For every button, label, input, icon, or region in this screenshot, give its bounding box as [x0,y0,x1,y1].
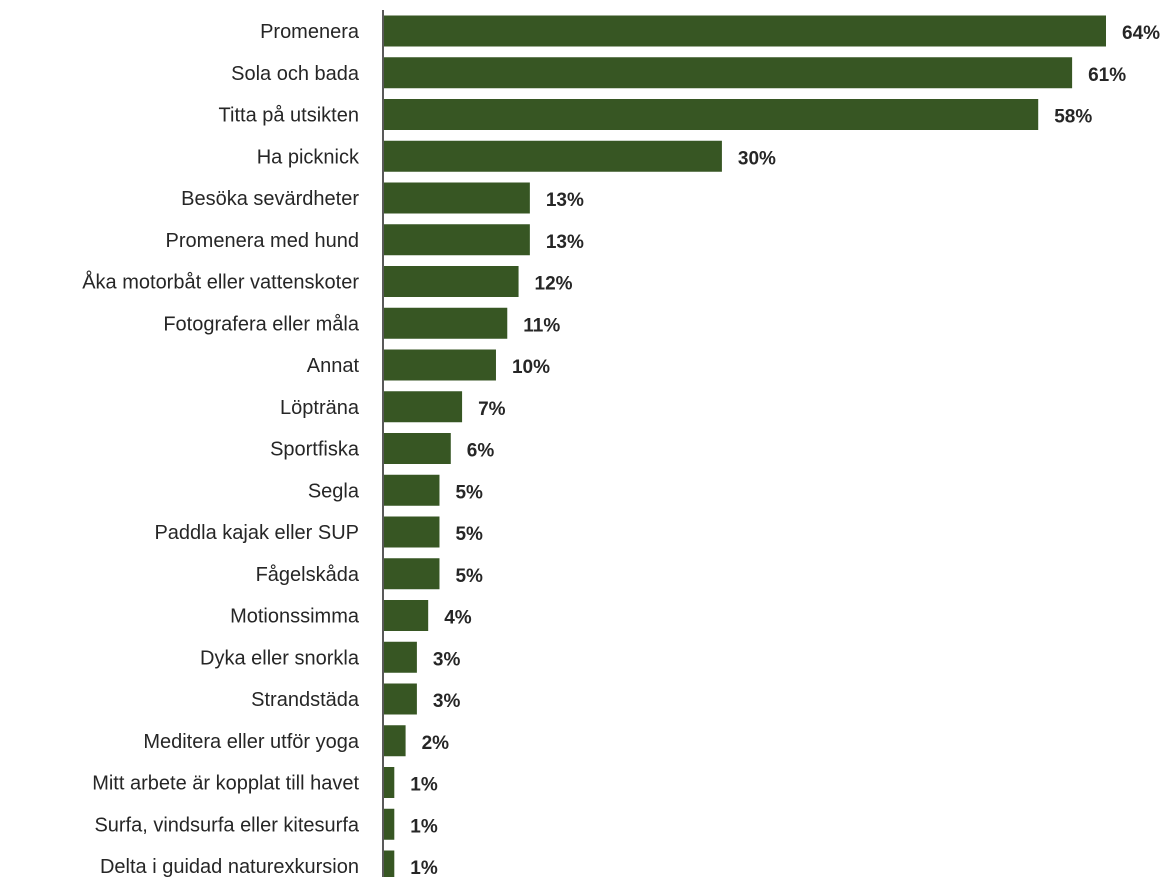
bar-dyka-eller-snorkla [383,641,417,673]
category-label-titta-pa-utsikten: Titta på utsikten [219,105,359,127]
category-label-paddla-kajak-eller-sup: Paddla kajak eller SUP [154,522,359,544]
value-label-mitt-arbete-ar-kopplat-till-havet: 1% [410,775,438,796]
category-label-surfa-vindsurfa-eller-kitesurfa: Surfa, vindsurfa eller kitesurfa [94,814,359,836]
bar-paddla-kajak-eller-sup [383,516,440,548]
category-label-ha-picknick: Ha picknick [257,146,360,168]
value-label-motionssimma: 4% [444,608,472,629]
category-label-promenera: Promenera [260,21,360,43]
value-label-paddla-kajak-eller-sup: 5% [455,524,483,545]
value-label-sportfiska: 6% [467,441,495,462]
value-label-besoka-sevardheter: 13% [546,190,584,211]
bar-strandstada [383,683,417,715]
category-label-aka-motorbat-eller-vattenskoter: Åka motorbåt eller vattenskoter [82,271,359,294]
bar-sportfiska [383,433,451,464]
value-label-promenera-med-hund: 13% [546,232,584,253]
bar-aka-motorbat-eller-vattenskoter [383,266,519,297]
bars-group [383,15,1106,877]
value-label-ha-picknick: 30% [738,148,776,169]
category-label-loptrana: Löpträna [280,397,360,419]
category-labels-group: Promenera Sola och bada Titta på utsikten H… [82,21,360,877]
value-label-loptrana: 7% [478,399,506,420]
value-label-aka-motorbat-eller-vattenskoter: 12% [535,274,573,295]
bar-sola-och-bada [383,57,1073,89]
bar-fagelskada [383,558,440,590]
category-label-strandstada: Strandstäda [251,689,360,711]
category-label-sportfiska: Sportfiska [270,439,360,461]
bar-ha-picknick [383,140,722,172]
category-label-fotografera-eller-mala: Fotografera eller måla [163,313,360,335]
bar-annat [383,349,496,381]
value-label-strandstada: 3% [433,691,461,712]
bar-fotografera-eller-mala [383,307,508,339]
bar-titta-pa-utsikten [383,99,1039,130]
category-label-besoka-sevardheter: Besöka sevärdheter [181,188,359,210]
bar-promenera [383,15,1106,47]
category-label-promenera-med-hund: Promenera med hund [166,230,359,252]
value-label-titta-pa-utsikten: 58% [1054,107,1092,128]
bar-loptrana [383,391,463,423]
value-labels-group: 64% 61% 58% 30% 13% 13% 12% 11% 10% 7% 6% 5% 5% 5% 4% 3… [410,23,1160,877]
category-label-annat: Annat [307,355,360,377]
category-label-meditera-eller-utfor-yoga: Meditera eller utför yoga [143,731,360,753]
bar-delta-i-guidad-naturexkursion [383,850,395,877]
category-label-fagelskada: Fågelskåda [256,564,360,586]
category-label-segla: Segla [308,480,360,502]
value-label-meditera-eller-utfor-yoga: 2% [422,733,450,754]
value-label-surfa-vindsurfa-eller-kitesurfa: 1% [410,816,438,837]
value-label-fotografera-eller-mala: 11% [523,315,560,336]
category-label-motionssimma: Motionssimma [230,606,360,628]
bar-segla [383,474,440,506]
value-label-fagelskada: 5% [455,566,483,587]
category-label-sola-och-bada: Sola och bada [231,63,360,85]
bar-surfa-vindsurfa-eller-kitesurfa [383,808,395,840]
value-label-sola-och-bada: 61% [1088,65,1126,86]
category-label-delta-i-guidad-naturexkursion: Delta i guidad naturexkursion [100,856,359,877]
value-label-dyka-eller-snorkla: 3% [433,649,461,670]
bar-mitt-arbete-ar-kopplat-till-havet [383,767,395,798]
bar-meditera-eller-utfor-yoga [383,725,406,757]
bar-besoka-sevardheter [383,182,530,214]
value-label-annat: 10% [512,357,550,378]
value-label-segla: 5% [455,482,483,503]
category-label-mitt-arbete-ar-kopplat-till-havet: Mitt arbete är kopplat till havet [92,773,359,795]
category-label-dyka-eller-snorkla: Dyka eller snorkla [200,647,360,669]
value-label-promenera: 64% [1122,23,1160,44]
bar-promenera-med-hund [383,224,530,256]
value-label-delta-i-guidad-naturexkursion: 1% [410,858,438,877]
bar-motionssimma [383,600,429,631]
